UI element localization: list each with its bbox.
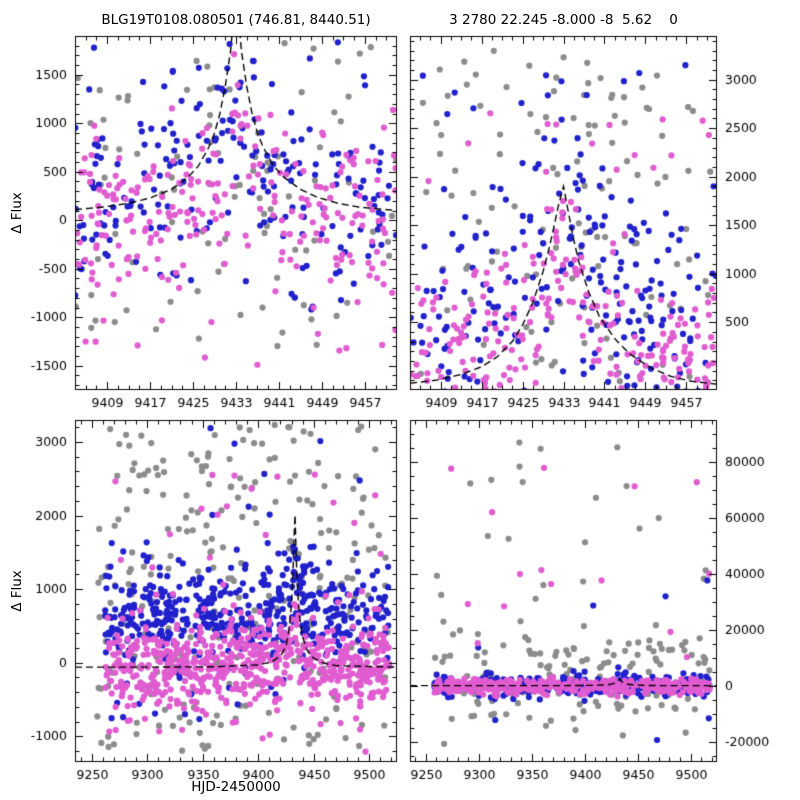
panel-top-left-title: BLG19T0108.080501 (746.81, 8440.51) — [101, 12, 371, 28]
y-axis-label-top: Δ Flux — [9, 192, 25, 234]
panel-top-right-title: 3 2780 22.245 -8.000 -8 5.62 0 — [449, 12, 678, 28]
x-axis-label: HJD-2450000 — [191, 779, 281, 795]
y-axis-label-bottom: Δ Flux — [9, 570, 25, 612]
